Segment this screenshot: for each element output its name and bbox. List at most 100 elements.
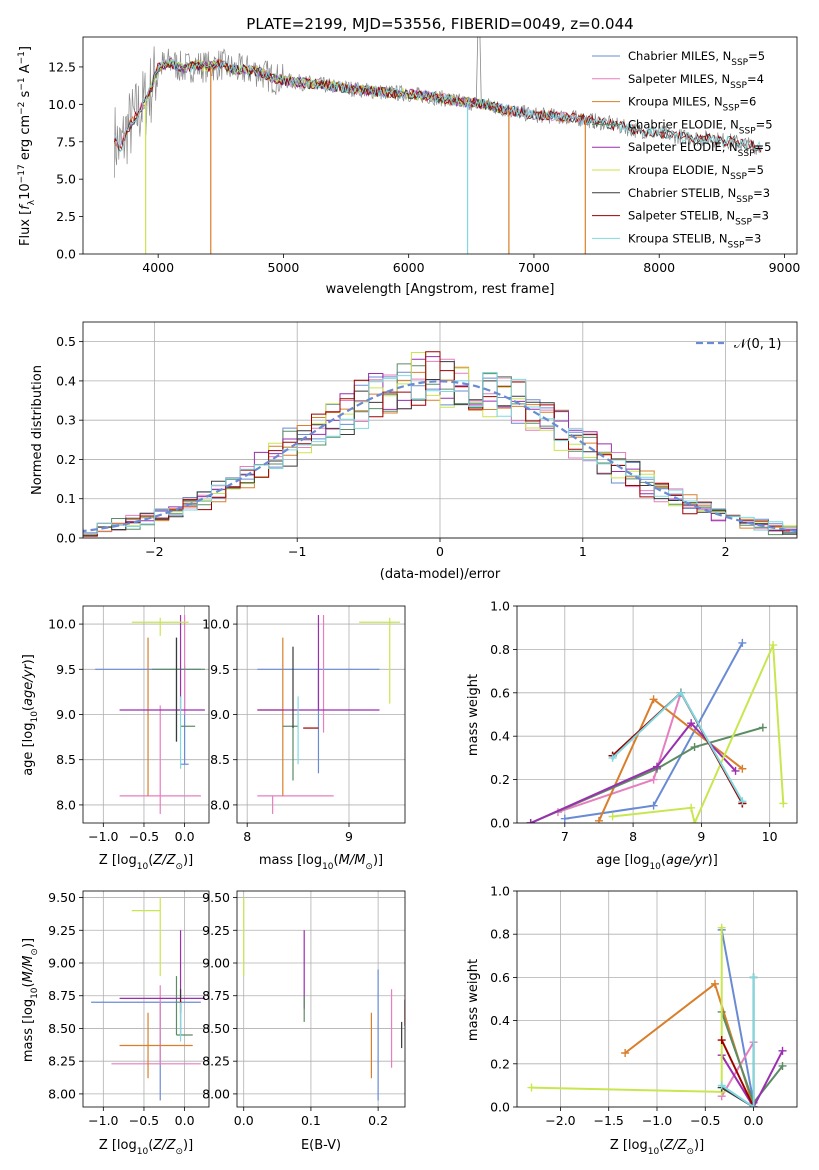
y-tick-label: 8.00	[48, 1086, 76, 1101]
weight-point-marker	[594, 816, 603, 823]
label-part: Chabrier MILES, N	[628, 49, 731, 63]
x-tick-label: 2	[722, 544, 730, 559]
x-tick-label: 6000	[393, 260, 425, 275]
label-part: Z/Z	[663, 1138, 687, 1153]
weight-point-marker	[749, 973, 758, 982]
weight-point-marker	[738, 797, 747, 806]
label-part: ⊙	[365, 862, 373, 872]
label-part: SSP	[728, 240, 745, 250]
label-part: −1	[17, 77, 27, 90]
y-tick-label: 8.75	[48, 988, 76, 1003]
label-part: (	[21, 982, 36, 987]
y-tick-label: 8.75	[202, 988, 230, 1003]
y-tick-label: 8.0	[210, 797, 230, 812]
y-tick-label: 0.0	[490, 816, 510, 831]
label-part: 10	[322, 862, 334, 872]
y-tick-label: 8.5	[210, 752, 230, 767]
weight-series-line	[564, 642, 744, 820]
metallicity-mass-panel: −1.0 −0.5 0.0 8.00 8.25 8.50 8.75 9.00 9.25 9.50 Z…	[21, 890, 210, 1157]
label-part: age/yr	[21, 663, 36, 706]
label-part: ⊙	[686, 1147, 694, 1157]
y-tick-label: 0.0	[56, 531, 76, 546]
plot-area	[527, 923, 787, 1107]
weight-point-marker	[769, 641, 778, 650]
label-part: −17	[17, 164, 27, 183]
label-part: SSP	[731, 58, 748, 68]
y-tick-label: 10.0	[48, 97, 76, 112]
x-tick-label: 7000	[518, 260, 550, 275]
x-axis-label: Z [log10(Z/Z⊙)]	[99, 1138, 193, 1157]
x-tick-label: 7	[561, 829, 569, 844]
y-tick-label: 0.8	[490, 642, 510, 657]
mass-age-panel: 8 9 8.0 8.5 9.0 9.5 10.0 mass [log10(M/M⊙)]	[202, 605, 406, 872]
h-alpha-emission-line	[475, 37, 482, 105]
label-part: 10	[30, 711, 40, 723]
label-part: mass [log	[21, 999, 36, 1062]
weight-point-marker	[731, 766, 740, 775]
normal-reference-curve	[83, 380, 797, 533]
label-part: 10	[137, 862, 149, 872]
label-part: age [log	[596, 853, 649, 868]
x-axis-label: mass [log10(M/M⊙)]	[259, 853, 383, 872]
y-tick-label: 8.00	[202, 1086, 230, 1101]
label-part: SSP	[738, 149, 755, 159]
weight-series-line	[720, 1039, 755, 1107]
x-axis-label: Z [log10(Z/Z⊙)]	[610, 1138, 704, 1157]
label-part: age/yr	[666, 853, 709, 868]
weight-point-marker	[621, 1049, 630, 1057]
weight-point-marker	[758, 723, 767, 732]
weight-point-marker	[608, 812, 617, 821]
spectrum-panel: 4000 5000 6000 7000 8000 9000 0.0 2.5 5.0 7.5 10.0…	[17, 36, 800, 297]
label-part: −1	[17, 51, 27, 64]
y-tick-label: 9.0	[210, 707, 230, 722]
weight-point-marker	[526, 819, 535, 823]
y-tick-label: 0.1	[56, 491, 76, 506]
label-part: =3	[752, 209, 769, 223]
plot-area	[113, 37, 762, 254]
y-tick-label: 0.3	[56, 413, 76, 428]
x-tick-label: 0.0	[744, 1113, 764, 1128]
y-tick-label: 2.5	[56, 209, 76, 224]
y-tick-label: 0.2	[490, 1056, 510, 1071]
label-part: Z [log	[99, 853, 137, 868]
axes-frame	[516, 605, 798, 824]
weight-point-marker	[560, 814, 569, 823]
weight-point-marker	[738, 764, 747, 773]
label-part: Kroupa MILES, N	[628, 95, 723, 109]
label-part: M/M	[339, 853, 366, 868]
residuals-panel: −2 −1 0 1 2 0.0 0.1 0.2 0.3 0.4 0.5 (data-model)/er…	[30, 321, 798, 582]
label-part: 10	[30, 987, 40, 999]
label-part: Salpeter STELIB, N	[628, 209, 735, 223]
y-tick-label: 1.0	[490, 599, 510, 614]
weight-point-marker	[738, 638, 747, 647]
x-tick-label: −2.0	[545, 1113, 575, 1128]
x-tick-label: 4000	[142, 260, 174, 275]
x-axis-label: Z [log10(Z/Z⊙)]	[99, 853, 193, 872]
label-part: s	[18, 90, 33, 101]
weight-point-marker	[649, 801, 658, 810]
y-tick-label: 0.4	[490, 729, 510, 744]
y-tick-label: 9.5	[210, 662, 230, 677]
label-part: SSP	[735, 218, 752, 228]
label-part: =6	[739, 95, 756, 109]
label-part: =3	[753, 186, 770, 200]
plot-area	[83, 351, 797, 537]
label-part: (	[659, 1138, 664, 1153]
label-part: 10	[649, 862, 661, 872]
weight-point-marker	[653, 762, 661, 771]
label-part: age [log	[21, 723, 36, 776]
legend-entry: Chabrier ELODIE, NSSP=5	[628, 117, 773, 136]
y-tick-label: 0.0	[56, 247, 76, 262]
axes-frame	[82, 605, 210, 824]
x-tick-label: 0	[436, 544, 444, 559]
label-part: (	[148, 1138, 153, 1153]
x-axis-label: E(B-V)	[301, 1138, 341, 1153]
legend-entry: 𝒩(0, 1)	[734, 337, 781, 352]
x-axis-label: age [log10(age/yr)]	[596, 853, 718, 872]
model-spectrum-line	[113, 58, 762, 153]
x-tick-label: 9	[345, 829, 353, 844]
label-part: =5	[756, 117, 773, 131]
x-tick-label: 0.0	[234, 1113, 254, 1128]
